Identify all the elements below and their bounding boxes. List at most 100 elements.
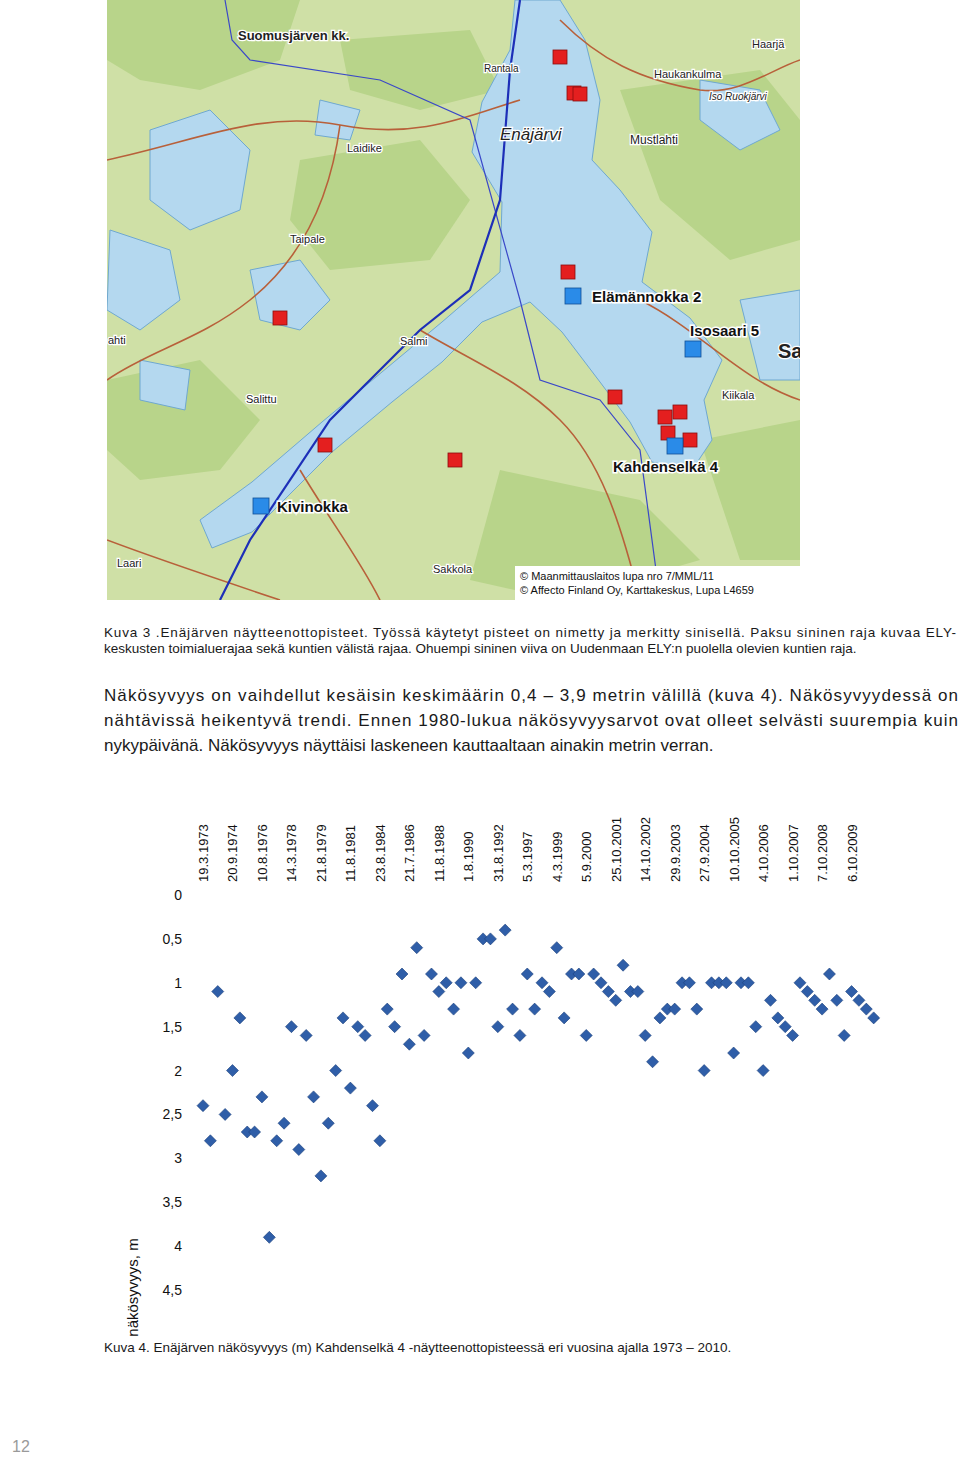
map-road <box>107 540 280 600</box>
x-tick-label: 21.8.1979 <box>314 824 329 882</box>
map-place-label: Mustlahti <box>630 133 678 147</box>
map-sample-point <box>673 405 687 419</box>
caption: keskusten toimialuerajaa sekä kuntien vä… <box>104 641 856 656</box>
x-tick-label: 1.10.2007 <box>786 824 801 882</box>
x-tick-label: 11.8.1988 <box>432 825 447 882</box>
map-forest <box>107 360 260 480</box>
x-tick-label: 7.10.2008 <box>815 824 830 882</box>
map-road <box>107 100 520 160</box>
data-point <box>838 1029 850 1041</box>
map-lake <box>700 80 780 150</box>
paragraph-line: nykypäivänä. Näkösyvyys näyttäisi lasken… <box>104 736 714 755</box>
y-tick-label: 2 <box>174 1063 182 1079</box>
map-ely-border <box>220 0 520 600</box>
data-point <box>801 986 813 998</box>
data-point <box>352 1021 364 1033</box>
caption: Kuva 4. Enäjärven näkösyvyys (m) Kahdens… <box>104 1340 731 1355</box>
x-tick-label: 5.3.1997 <box>520 831 535 882</box>
map-sample-point <box>683 433 697 447</box>
map-site-point <box>253 498 269 514</box>
data-point <box>529 1003 541 1015</box>
data-point <box>639 1029 651 1041</box>
data-point <box>683 977 695 989</box>
data-point <box>278 1117 290 1129</box>
data-point <box>455 977 467 989</box>
map-body: Suomusjärven kk.RantalaHaarjäHaukankulma… <box>107 0 800 600</box>
data-point <box>315 1170 327 1182</box>
data-point <box>654 1012 666 1024</box>
data-point <box>580 1029 592 1041</box>
map-copyright-box <box>515 566 800 600</box>
data-point <box>595 977 607 989</box>
data-point <box>868 1012 880 1024</box>
x-tick-label: 11.8.1981 <box>343 825 358 882</box>
points <box>197 924 880 1243</box>
map-road <box>300 470 380 600</box>
data-point <box>536 977 548 989</box>
map-sample-point <box>561 265 575 279</box>
x-tick-label: 14.10.2002 <box>638 817 653 882</box>
map-place-label: Kiikala <box>722 389 755 401</box>
data-point <box>234 1012 246 1024</box>
data-point <box>809 994 821 1006</box>
data-point <box>308 1091 320 1103</box>
map-site-label: Isosaari 5 <box>690 322 759 339</box>
map-lake <box>140 360 190 410</box>
data-point <box>787 1029 799 1041</box>
data-point <box>389 1021 401 1033</box>
data-point <box>359 1029 371 1041</box>
data-point <box>507 1003 519 1015</box>
data-point <box>543 986 555 998</box>
data-point <box>470 977 482 989</box>
data-point <box>440 977 452 989</box>
data-point <box>204 1135 216 1147</box>
data-point <box>750 1021 762 1033</box>
x-tick-label: 27.9.2004 <box>697 824 712 882</box>
map-sample-point <box>553 50 567 64</box>
data-point <box>330 1065 342 1077</box>
data-point <box>742 977 754 989</box>
data-point <box>462 1047 474 1059</box>
map-site-point <box>667 438 683 454</box>
map-copyright: © Maanmittauslaitos lupa nro 7/MML/11 <box>520 570 714 582</box>
map-forest <box>290 140 470 270</box>
data-point <box>772 1012 784 1024</box>
map-lake <box>315 100 360 140</box>
x-tick-label: 5.9.2000 <box>579 831 594 882</box>
map-place-label: Salittu <box>246 393 277 405</box>
map-lake <box>107 230 180 330</box>
map-place-label: Sakkola <box>433 563 473 575</box>
map-lake <box>250 260 330 330</box>
data-point <box>831 994 843 1006</box>
data-point <box>300 1029 312 1041</box>
map-place-label: Haukankulma <box>654 68 722 80</box>
data-point <box>632 986 644 998</box>
caption: Kuva 3 .Enäjärven näytteenottopisteet. T… <box>104 625 956 640</box>
x-tick-label: 25.10.2001 <box>609 817 624 882</box>
x-tick-label: 4.3.1999 <box>550 831 565 882</box>
x-tick-label: 1.8.1990 <box>461 831 476 882</box>
data-point <box>728 1047 740 1059</box>
data-point <box>226 1065 238 1077</box>
data-point <box>499 924 511 936</box>
map-place-label: Taipale <box>290 233 325 245</box>
map-place-label: Laidike <box>347 142 382 154</box>
y-tick-label: 1,5 <box>163 1019 183 1035</box>
x-tick-label: 4.10.2006 <box>756 824 771 882</box>
x-tick-label: 29.9.2003 <box>668 824 683 882</box>
map-sample-point <box>608 390 622 404</box>
map: Suomusjärven kk.RantalaHaarjäHaukankulma… <box>107 0 803 600</box>
map-place-label: Salmi <box>400 335 428 347</box>
data-point <box>484 933 496 945</box>
map-sample-point <box>448 453 462 467</box>
data-point <box>263 1231 275 1243</box>
data-point <box>860 1003 872 1015</box>
map-land <box>107 0 800 600</box>
data-point <box>588 968 600 980</box>
data-point <box>853 994 865 1006</box>
data-point <box>521 968 533 980</box>
page: Suomusjärven kk.RantalaHaarjäHaukankulma… <box>0 0 960 1457</box>
y-tick-label: 2,5 <box>163 1106 183 1122</box>
map-place-label: Laari <box>117 557 141 569</box>
data-point <box>647 1056 659 1068</box>
